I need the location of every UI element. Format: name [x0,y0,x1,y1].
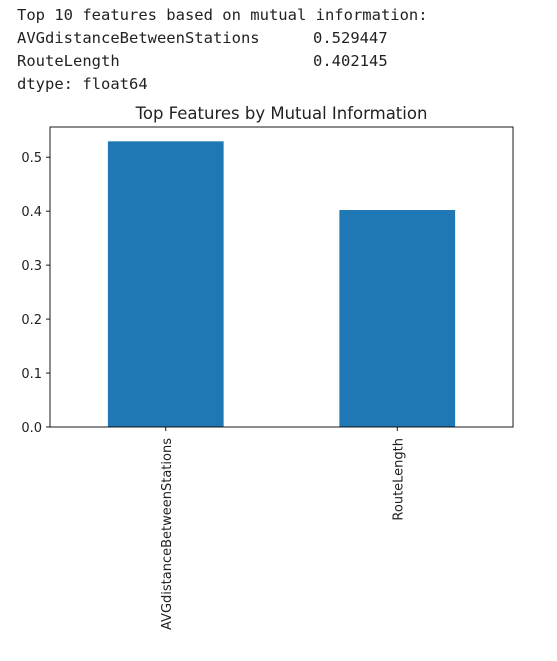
y-tick-label: 0.1 [21,367,42,382]
y-tick-label: 0.5 [21,151,42,166]
y-tick-label: 0.0 [21,421,42,436]
series-row-value: 0.529447 [313,29,388,47]
chart-title: Top Features by Mutual Information [135,104,428,123]
series-row-value: 0.402145 [313,52,388,70]
cell-output-text: Top 10 features based on mutual informat… [17,4,428,96]
bar-RouteLength [339,210,456,427]
output-header: Top 10 features based on mutual informat… [17,6,428,24]
y-tick-label: 0.4 [21,205,42,220]
output-dtype: dtype: float64 [17,75,148,93]
x-tick-label: RouteLength [391,438,406,521]
y-tick-label: 0.3 [21,259,42,274]
series-row: RouteLength 0.402145 [17,50,428,73]
plot-frame [49,126,514,428]
series-row: AVGdistanceBetweenStations 0.529447 [17,27,428,50]
series-row-name: RouteLength [17,52,120,70]
series-row-name: AVGdistanceBetweenStations [17,29,260,47]
y-tick-label: 0.2 [21,313,42,328]
x-tick-label: AVGdistanceBetweenStations [160,438,175,630]
bar-AVGdistanceBetweenStations [107,141,224,428]
